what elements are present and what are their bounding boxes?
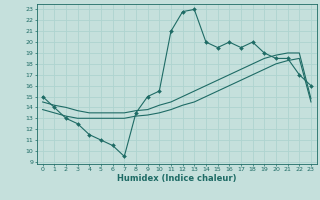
X-axis label: Humidex (Indice chaleur): Humidex (Indice chaleur) bbox=[117, 174, 236, 183]
